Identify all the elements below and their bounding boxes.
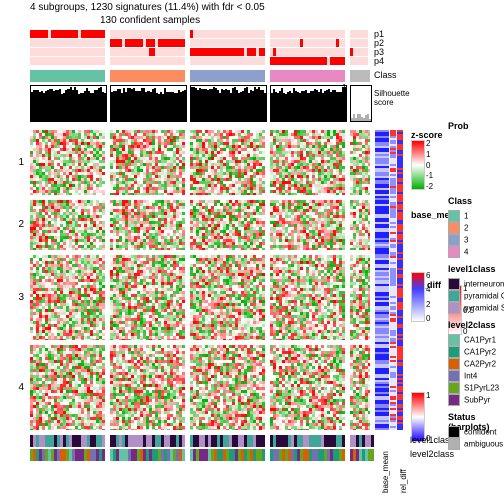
title-main: 4 subgroups, 1230 signatures (11.4%) wit… [30, 2, 265, 13]
silhouette-panel [190, 85, 267, 122]
bottom-track [110, 435, 185, 447]
heatmap-panel [30, 345, 105, 430]
heatmap-panel [110, 255, 185, 340]
bottom-track-label: level2class [410, 449, 454, 459]
heatmap-panel [350, 130, 370, 195]
bottom-track [270, 449, 345, 461]
annot-col [390, 130, 396, 430]
gradient-legend: 6420 [411, 272, 425, 322]
heatmap-panel [350, 200, 370, 250]
heatmap-panel [190, 200, 265, 250]
gradient-legend: 210-1-2 [411, 140, 425, 190]
bottom-track [350, 449, 370, 461]
bottom-track [350, 435, 370, 447]
heatmap-panel [110, 345, 185, 430]
heatmap-panel [350, 345, 370, 430]
col-label: base_mean [381, 451, 390, 493]
bottom-track [270, 435, 345, 447]
heatmap-panel [110, 130, 185, 195]
heatmap-panel [350, 255, 370, 340]
annot-col [375, 130, 389, 430]
silhouette-panel [270, 85, 347, 122]
heatmap-panel [270, 345, 345, 430]
row-group-label: 4 [12, 382, 24, 393]
bottom-track [190, 449, 265, 461]
heatmap-panel [30, 130, 105, 195]
heatmap-panel [110, 200, 185, 250]
heatmap-panel [270, 200, 345, 250]
row-group-label: 2 [12, 219, 24, 230]
row-group-label: 1 [12, 157, 24, 168]
silhouette-panel [30, 85, 107, 122]
bottom-track [30, 449, 105, 461]
heatmap-panel [190, 345, 265, 430]
heatmap-panel [270, 255, 345, 340]
heatmap-panel [190, 255, 265, 340]
heatmap-panel [30, 200, 105, 250]
title-sub: 130 confident samples [100, 15, 200, 26]
annot-col [397, 130, 403, 430]
silhouette-panel [350, 85, 372, 122]
heatmap-panel [270, 130, 345, 195]
bottom-track [30, 435, 105, 447]
bottom-track [110, 449, 185, 461]
row-group-label: 3 [12, 292, 24, 303]
col-label: rel_diff [399, 469, 408, 493]
heatmap-panel [190, 130, 265, 195]
heatmap-panel [30, 255, 105, 340]
bottom-track [190, 435, 265, 447]
silhouette-panel [110, 85, 187, 122]
